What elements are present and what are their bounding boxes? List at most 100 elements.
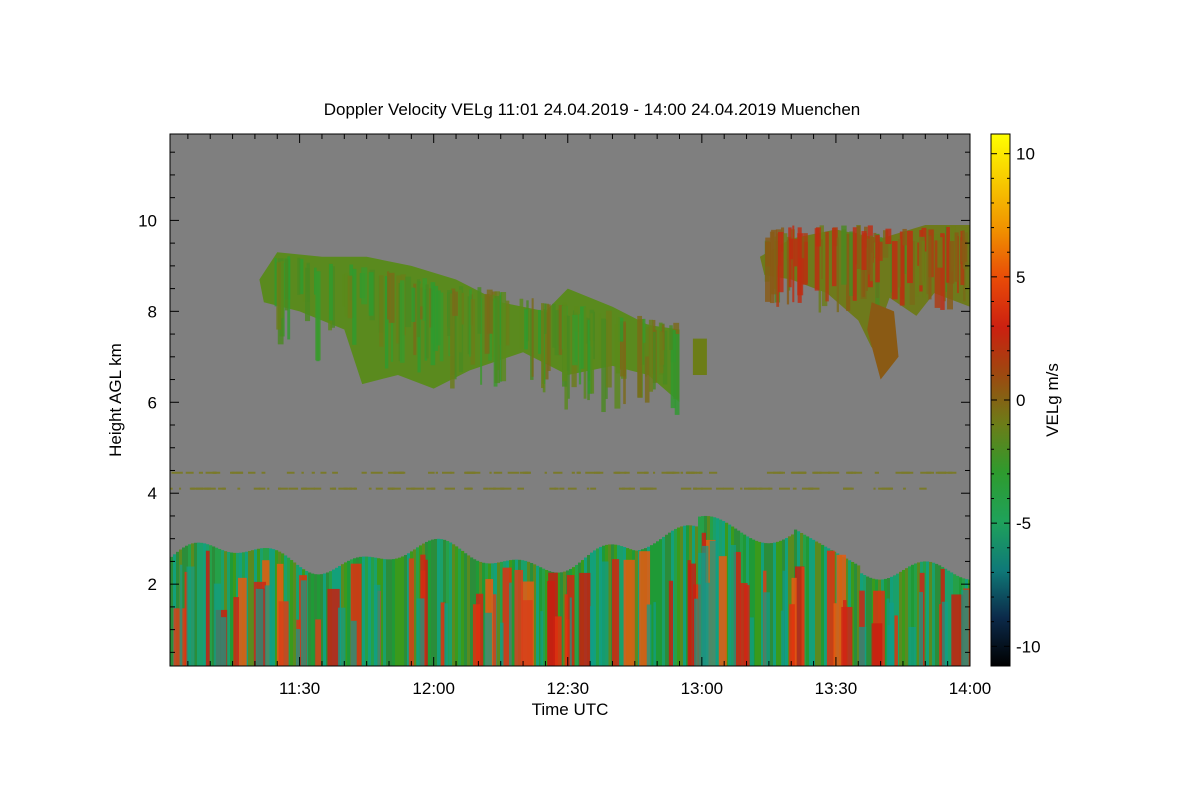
cirrus-streak: [819, 225, 824, 254]
cirrus-streak: [505, 300, 510, 346]
cirrus-streak: [572, 314, 578, 366]
colorbar-tick-label: 0: [1016, 391, 1025, 410]
cirrus-streak: [934, 240, 941, 308]
y-tick-label: 10: [138, 211, 157, 230]
cirrus-streak: [461, 292, 464, 325]
layer-fragment: [701, 487, 712, 490]
cirrus-streak: [274, 258, 277, 307]
cirrus-streak: [583, 307, 587, 399]
echo-column: [197, 542, 201, 666]
cirrus-streak: [297, 257, 301, 295]
echo-column: [437, 538, 441, 666]
echo-column: [290, 560, 294, 666]
downdraft-streak: [569, 597, 572, 666]
echo-column: [776, 541, 780, 666]
updraft-streak: [579, 572, 591, 666]
downdraft-streak: [337, 607, 346, 666]
downdraft-streak: [961, 589, 969, 666]
layer-fragment: [716, 487, 724, 490]
updraft-streak: [739, 583, 748, 666]
layer-fragment: [431, 487, 436, 490]
cirrus-streak: [552, 303, 556, 348]
cirrus-streak: [659, 332, 664, 374]
echo-column: [542, 568, 546, 666]
echo-column: [320, 574, 324, 666]
layer-fragment: [672, 471, 680, 474]
updraft-streak: [233, 597, 239, 666]
cirrus-streak: [644, 327, 650, 403]
echo-column: [512, 559, 516, 666]
cirrus-streak: [469, 289, 472, 357]
cirrus-streak: [450, 293, 455, 389]
downdraft-streak: [704, 582, 710, 666]
layer-fragment: [222, 487, 226, 490]
cirrus-streak: [645, 324, 649, 357]
layer-fragment: [370, 471, 383, 474]
echo-column: [545, 570, 549, 666]
cirrus-streak: [587, 320, 593, 394]
cirrus-streak: [776, 233, 780, 307]
cirrus-streak: [890, 240, 893, 293]
chart-title: Doppler Velocity VELg 11:01 24.04.2019 -…: [324, 100, 861, 119]
echo-column: [911, 564, 915, 666]
cirrus-streak: [379, 275, 384, 347]
cirrus-streak: [499, 295, 502, 346]
downdraft-streak: [941, 601, 949, 666]
layer-fragment: [204, 487, 211, 490]
y-axis: 2 4 6 8 10: [138, 151, 970, 653]
echo-column: [194, 542, 198, 666]
downdraft-streak: [749, 617, 754, 666]
cirrus-streak: [940, 233, 945, 310]
downdraft-streak: [908, 627, 916, 666]
updraft-streak: [639, 551, 651, 666]
echo-column: [851, 561, 855, 666]
echo-column: [869, 577, 873, 666]
cirrus-streak: [778, 231, 784, 293]
updraft-streak: [733, 551, 741, 666]
layer-fragment: [388, 471, 397, 474]
cirrus-streak: [387, 271, 390, 320]
echo-column: [815, 541, 819, 666]
layer-fragment: [179, 487, 182, 490]
echo-column: [482, 562, 486, 666]
cirrus-streak: [670, 329, 676, 409]
cirrus-streak: [436, 290, 441, 346]
cirrus-streak: [907, 230, 913, 284]
updraft-streak: [794, 566, 805, 666]
layer-fragment: [661, 471, 672, 474]
layer-fragment: [753, 487, 761, 490]
updraft-streak: [547, 580, 555, 666]
layer-fragment: [444, 487, 456, 490]
echo-column: [395, 558, 399, 666]
colorbar-ticks: 10 5 0 -5 -10: [991, 145, 1041, 656]
layer-fragment: [258, 487, 266, 490]
layer-fragment: [888, 487, 894, 490]
echo-column: [347, 560, 351, 666]
echo-column: [899, 571, 903, 666]
echo-column: [902, 569, 906, 666]
echo-column: [272, 549, 276, 666]
boundary-layer-echo: [170, 515, 970, 666]
updraft-streak: [687, 560, 691, 666]
cirrus-streak: [869, 235, 874, 282]
layer-fragment: [740, 487, 743, 490]
cirrus-streak: [899, 231, 905, 306]
x-tick-label: 12:30: [546, 679, 589, 698]
cirrus-streak: [531, 298, 534, 377]
layer-fragment: [722, 487, 734, 490]
cirrus-streak: [674, 333, 680, 415]
downdraft-streak: [653, 602, 656, 666]
echo-column: [593, 550, 597, 666]
layer-fragment: [567, 487, 577, 490]
colorbar-tick-label: -10: [1016, 637, 1041, 656]
echo-column: [599, 546, 603, 666]
layer-fragment: [435, 471, 438, 474]
x-tick-label: 13:00: [681, 679, 724, 698]
layer-fragment: [261, 471, 266, 474]
cirrus-fragment: [692, 338, 707, 375]
echo-column: [635, 550, 639, 666]
layer-fragment: [483, 487, 489, 490]
cirrus-streak: [648, 319, 653, 392]
x-tick-label: 14:00: [949, 679, 992, 698]
echo-column: [620, 546, 624, 666]
